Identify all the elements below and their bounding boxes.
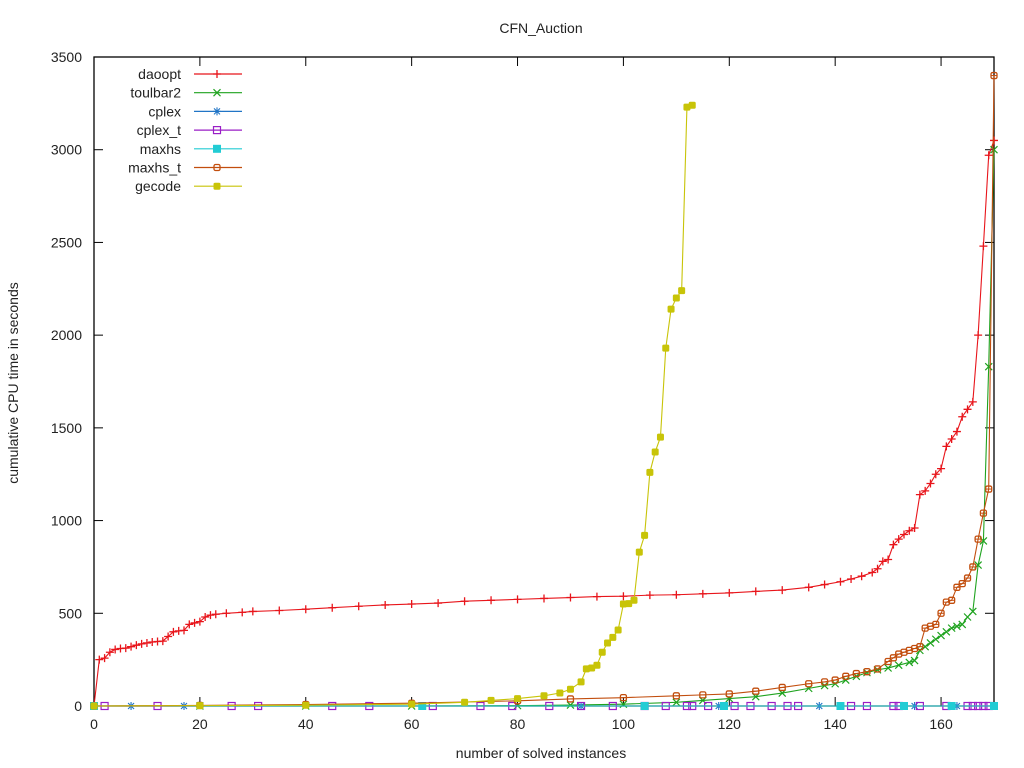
legend-item-maxhs-t: maxhs_t: [128, 160, 242, 176]
legend-label: cplex: [148, 103, 181, 119]
plot-border: [93, 56, 995, 707]
x-tick-label: 40: [298, 716, 314, 732]
x-tick-label: 120: [718, 716, 742, 732]
legend-item-maxhs: maxhs: [140, 141, 242, 157]
x-tick-label: 160: [929, 716, 953, 732]
axes: 0 20 40 60 80 100 120 140 160 0 500 1000 1500 2000 250…: [51, 49, 994, 732]
y-tick-label: 1000: [51, 513, 82, 529]
legend-label: cplex_t: [137, 122, 181, 138]
series-daoopt: [90, 136, 998, 710]
x-tick-label: 0: [90, 716, 98, 732]
chart-title: CFN_Auction: [499, 20, 582, 36]
x-tick-label: 60: [404, 716, 420, 732]
y-tick-label: 1500: [51, 420, 82, 436]
x-tick-label: 20: [192, 716, 208, 732]
x-tick-label: 140: [823, 716, 847, 732]
legend-label: maxhs: [140, 141, 181, 157]
y-axis-label: cumulative CPU time in seconds: [5, 282, 21, 484]
y-tick-label: 0: [74, 698, 82, 714]
y-tick-label: 3500: [51, 49, 82, 65]
legend-label: maxhs_t: [128, 160, 181, 176]
x-axis-label: number of solved instances: [456, 745, 626, 761]
plot-area: [93, 56, 995, 707]
x-tick-label: 80: [510, 716, 526, 732]
series-toulbar2: [90, 145, 998, 710]
y-tick-label: 3000: [51, 142, 82, 158]
y-tick-label: 500: [59, 605, 83, 621]
legend-label: toulbar2: [130, 85, 181, 101]
legend-label: daoopt: [138, 66, 181, 82]
legend-item-toulbar2: toulbar2: [130, 85, 242, 101]
legend-item-cplex-t: cplex_t: [137, 122, 242, 138]
legend-label: gecode: [135, 178, 181, 194]
legend-item-daoopt: daoopt: [138, 66, 242, 82]
y-tick-label: 2000: [51, 327, 82, 343]
y-tick-label: 2500: [51, 234, 82, 250]
series-gecode: [90, 101, 696, 710]
legend-item-cplex: cplex: [148, 103, 242, 119]
x-tick-label: 100: [612, 716, 636, 732]
series-maxhs-t: [90, 71, 998, 710]
legend-item-gecode: gecode: [135, 178, 242, 194]
series-layer: [90, 71, 998, 711]
